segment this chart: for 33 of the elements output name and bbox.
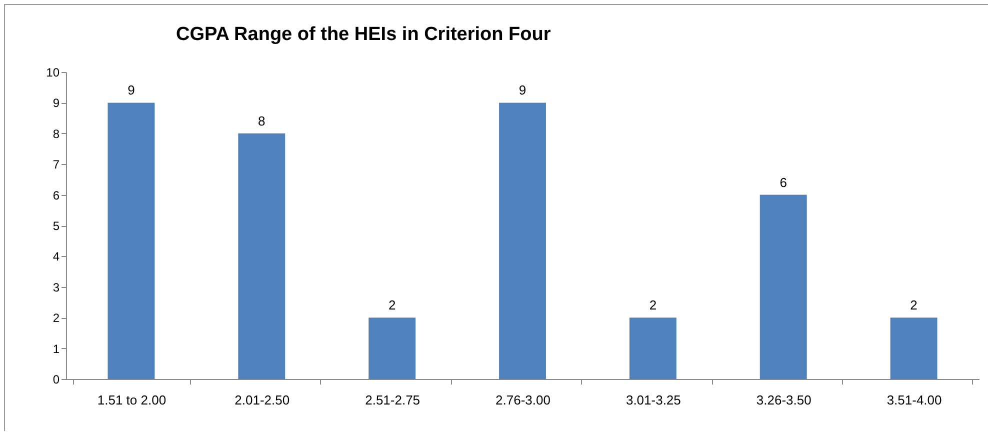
bar [108,102,155,379]
data-label: 2 [649,298,657,313]
data-label: 6 [780,174,787,190]
x-tick-label: 3.26-3.50 [756,392,812,408]
y-tick-label: 1 [52,342,60,356]
x-tick-label: 1.51 to 2.00 [97,392,166,408]
x-tick-label: 2.76-3.00 [496,392,550,408]
y-tick-label: 4 [52,250,60,264]
bar [890,318,938,379]
bar [629,318,676,379]
bar [368,318,416,379]
y-tick-label: 7 [52,158,60,172]
data-label: 9 [518,82,526,98]
bar [760,194,807,379]
y-tick-label: 8 [52,126,60,141]
data-label: 2 [910,298,918,313]
x-tick-label: 3.51-4.00 [886,392,942,408]
y-tick-label: 5 [52,219,60,233]
chart-title: CGPA Range of the HEIs in Criterion Four [176,24,552,45]
x-tick-label: 2.51-2.75 [365,392,420,408]
data-label: 9 [128,82,135,98]
y-tick-label: 0 [52,372,60,386]
bar [238,133,286,379]
y-tick-label: 6 [52,188,60,202]
y-tick-label: 2 [52,311,60,326]
x-tick-label: 2.01-2.50 [234,392,290,408]
y-tick-label: 9 [52,96,60,110]
data-label: 2 [388,298,396,313]
y-tick-label: 10 [46,66,60,80]
data-label: 8 [258,113,266,128]
bar [499,102,546,379]
y-tick-label: 3 [52,280,60,294]
x-tick-label: 3.01-3.25 [626,392,681,408]
